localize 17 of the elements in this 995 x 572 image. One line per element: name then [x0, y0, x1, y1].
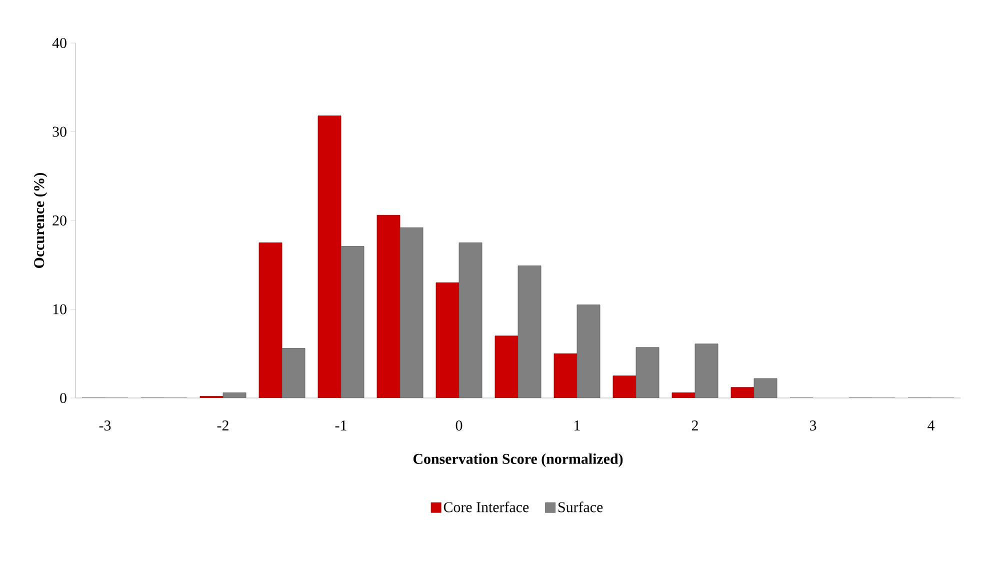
legend-label: Surface: [558, 502, 603, 512]
y-axis-title: Occurence (%): [34, 172, 48, 268]
y-tick-label: 40: [52, 38, 66, 48]
y-tick-label: 20: [52, 215, 66, 226]
legend-label: Core Interface: [444, 502, 529, 512]
x-axis-title: Conservation Score (normalized): [413, 453, 623, 467]
x-tick-label: -2: [217, 420, 228, 430]
x-tick-label: 2: [692, 420, 698, 430]
y-tick-label: 10: [53, 304, 66, 314]
x-tick-label: 3: [810, 420, 816, 431]
y-tick-label: 30: [52, 126, 66, 137]
y-tick-label: 0: [60, 392, 66, 404]
x-tick-label: -3: [99, 420, 111, 431]
x-tick-label: 4: [928, 420, 935, 430]
x-tick-label: 0: [456, 420, 462, 431]
x-tick-label: 1: [574, 420, 580, 430]
x-tick-label: -1: [335, 420, 346, 430]
